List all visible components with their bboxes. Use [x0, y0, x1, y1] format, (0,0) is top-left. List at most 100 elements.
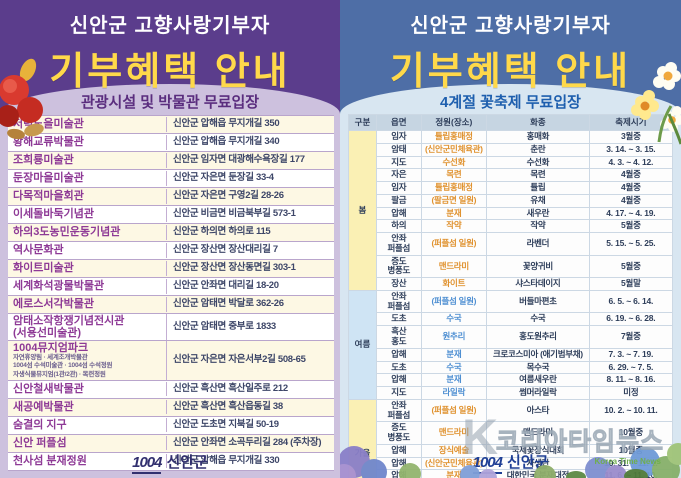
museum-row: 황해교류박물관 신안군 압해읍 무지개길 340 — [8, 134, 334, 152]
museum-table: 저녁노을미술관 신안군 압해읍 무지개길 350 황해교류박물관 신안군 압해읍 무지… — [8, 115, 334, 471]
festival-row: 자은 목련 목련 4월중 — [349, 168, 674, 183]
garden-cell: 튤립홍매정 — [420, 181, 488, 195]
town-cell: 자은 — [375, 168, 422, 183]
town-cell: 증도 병풍도 — [375, 254, 422, 279]
museum-name: 둔장마을미술관 — [13, 172, 84, 185]
left-title-line1: 신안군 고향사랑기부자 — [69, 15, 271, 37]
garden-cell: 분재 — [420, 373, 488, 388]
museum-address: 신안군 자은면 구영2길 28-26 — [173, 190, 284, 202]
museum-name: 하의3도농민운동기념관 — [13, 226, 121, 239]
museum-row: 천사섬 분재정원 신안군 압해읍 무지개길 330 — [8, 452, 334, 471]
garden-cell: 수국 — [420, 360, 488, 375]
museum-row: 1004뮤지엄파크 자연휴양림 · 세계조개박물관 1004섬 수석미술관 · 10… — [8, 341, 334, 381]
season-cell: 봄 — [348, 130, 377, 291]
festival-row: 안좌 퍼플섬 (퍼플섬 일원) 라벤더 5. 15. ~ 5. 25. — [349, 232, 674, 256]
festival-table-head: 구분 읍면 정원(장소) 화종 축제시기 — [348, 114, 674, 131]
right-title-line2: 기부혜택 안내 — [389, 51, 632, 93]
flower-cell: 작약 — [486, 219, 590, 234]
museum-address: 신안군 흑산면 흑산읍동길 38 — [173, 400, 283, 412]
museum-name: 이세돌바둑기념관 — [13, 208, 94, 221]
museum-name: 신안철새박물관 — [13, 383, 84, 396]
festival-column-header: 정원(장소) — [420, 114, 488, 131]
left-body: 관광시설 및 박물관 무료입장 저녁노을미술관 신안군 압해읍 무지개길 350 황… — [0, 84, 340, 478]
festival-row: 여름 안좌 퍼플섬 (퍼플섬 일원) 버들마편초 6. 5. ~ 6. 14. — [348, 289, 674, 400]
flower-cell: 썸머라일락 — [486, 386, 590, 400]
museum-row: 이세돌바둑기념관 신안군 비금면 비금북부길 573-1 — [8, 206, 334, 224]
period-cell: 미정 — [588, 386, 674, 400]
period-cell: 6. 19. ~ 6. 28. — [588, 312, 674, 327]
museum-name-cell: 이세돌바둑기념관 — [8, 207, 167, 222]
news-watermark: K 코리아타임뉴스 Korea Time News — [462, 409, 677, 466]
festival-row: 임자 튤립홍매정 튤립 4월중 — [349, 181, 674, 195]
garden-cell: (퍼플섬 일원) — [420, 232, 488, 256]
museum-address: 신안군 장산면 장산동면길 303-1 — [173, 262, 296, 274]
museum-address: 신안군 임자면 대광해수욕장길 177 — [173, 154, 305, 166]
garden-cell: 분재 — [420, 347, 488, 362]
museum-address: 신안군 압해읍 무지개길 340 — [173, 136, 280, 148]
left-header: 신안군 고향사랑기부자 기부혜택 안내 — [0, 0, 340, 95]
museum-address: 신안군 암태면 중부로 1833 — [173, 320, 276, 332]
flower-cell: 유채 — [486, 193, 590, 208]
left-logo-1004: 1004 — [132, 454, 162, 474]
period-cell: 4월중 — [588, 181, 674, 195]
museum-address: 신안군 자은면 둔장길 33-4 — [173, 172, 274, 184]
flower-cell: 크로코스미아 (애기범부채) — [486, 347, 590, 362]
museum-name-cell: 신안 퍼플섬 — [8, 436, 167, 451]
festival-row: 도초 수국 목수국 6. 29. ~ 7. 5. — [349, 360, 674, 375]
museum-sub-facility: 자생식물뮤지엄(1관/2관) · 목련정원 — [13, 370, 106, 378]
museum-address: 신안군 자은면 자은서부2길 508-65 — [173, 354, 306, 366]
flower-cell: 홍매화 — [486, 130, 590, 144]
museum-name-cell: 천사섬 분재정원 — [8, 454, 167, 469]
flower-cell: 라벤더 — [486, 232, 590, 256]
flower-cell: 춘란 — [486, 142, 590, 157]
museum-address: 신안군 장산면 장산대리길 7 — [173, 244, 278, 256]
town-cell: 압해 — [375, 347, 422, 362]
left-logo-name: 신안군 — [166, 454, 208, 471]
festival-row: 지도 수선화 수선화 4. 3. ~ 4. 12. — [349, 155, 674, 170]
festival-row: 팔금 (팔금면 일원) 유채 4월중 — [349, 193, 674, 208]
flower-cell: 홍도원추리 — [486, 325, 590, 349]
period-cell: 4월중 — [588, 168, 674, 183]
museum-address: 신안군 압해읍 무지개길 330 — [173, 454, 280, 466]
museum-row: 암태소작항쟁기념전시관 (서용선미술관) 신안군 암태면 중부로 1833 — [8, 314, 334, 342]
museum-address: 신안군 비금면 비금북부길 573-1 — [173, 208, 296, 220]
flower-cell: 목련 — [486, 168, 590, 183]
museum-name: 1004뮤지엄파크 — [13, 342, 89, 355]
museum-row: 하의3도농민운동기념관 신안군 하의면 하의로 115 — [8, 224, 334, 242]
garden-cell: 작약 — [420, 219, 488, 234]
museum-row: 둔장마을미술관 신안군 자은면 둔장길 33-4 — [8, 170, 334, 188]
festival-row: 압해 분재 새우란 4. 17. ~ 4. 19. — [349, 206, 674, 221]
garden-cell: 수국 — [420, 312, 488, 327]
museum-sub-facility: 1004섬 수석미술관 · 1004섬 수석정원 — [13, 362, 113, 370]
town-cell: 도초 — [375, 360, 422, 375]
museum-row: 에로스서각박물관 신안군 암태면 박달로 362-26 — [8, 296, 334, 314]
town-cell: 지도 — [375, 155, 422, 170]
festival-row: 증도 병풍도 맨드라미 꽃양귀비 5월중 — [349, 254, 674, 279]
museum-name: 조희룡미술관 — [13, 154, 74, 167]
museum-name: 신안 퍼플섬 — [13, 437, 67, 450]
town-cell: 임자 — [375, 181, 422, 195]
museum-name-cell: 신안철새박물관 — [8, 382, 167, 397]
left-poster: 신안군 고향사랑기부자 기부혜택 안내 관광시설 및 박물관 무료입장 저녁노을… — [0, 0, 340, 478]
festival-row: 장산 화이트 샤스타데이지 5월말 — [349, 277, 674, 291]
museum-address: 신안군 압해읍 무지개길 350 — [173, 118, 280, 130]
flower-cell: 튤립 — [486, 181, 590, 195]
period-cell: 4. 3. ~ 4. 12. — [588, 155, 674, 170]
left-subtitle: 관광시설 및 박물관 무료입장 — [80, 94, 260, 111]
garden-cell: 목련 — [420, 168, 488, 183]
flower-cell: 수국 — [486, 312, 590, 327]
museum-row: 역사문화관 신안군 장산면 장산대리길 7 — [8, 242, 334, 260]
museum-row: 새공예박물관 신안군 흑산면 흑산읍동길 38 — [8, 398, 334, 417]
museum-name-line2: (서용선미술관) — [13, 327, 82, 340]
garden-cell: (신안군민체육관) — [420, 142, 488, 157]
museum-row: 세계화석광물박물관 신안군 안좌면 대리길 18-20 — [8, 278, 334, 296]
period-cell: 3. 14. ~ 3. 15. — [588, 142, 674, 157]
museum-row: 신안 퍼플섬 신안군 안좌면 소곡두리길 284 (주차장) — [8, 434, 334, 453]
festival-column-header: 읍면 — [375, 114, 422, 131]
museum-name-cell: 둔장마을미술관 — [8, 171, 167, 186]
festival-row: 하의 작약 작약 5월중 — [349, 219, 674, 234]
period-cell: 8. 11. ~ 8. 16. — [588, 373, 674, 388]
museum-name-cell: 에로스서각박물관 — [8, 297, 167, 312]
period-cell: 7. 3. ~ 7. 19. — [588, 347, 674, 362]
